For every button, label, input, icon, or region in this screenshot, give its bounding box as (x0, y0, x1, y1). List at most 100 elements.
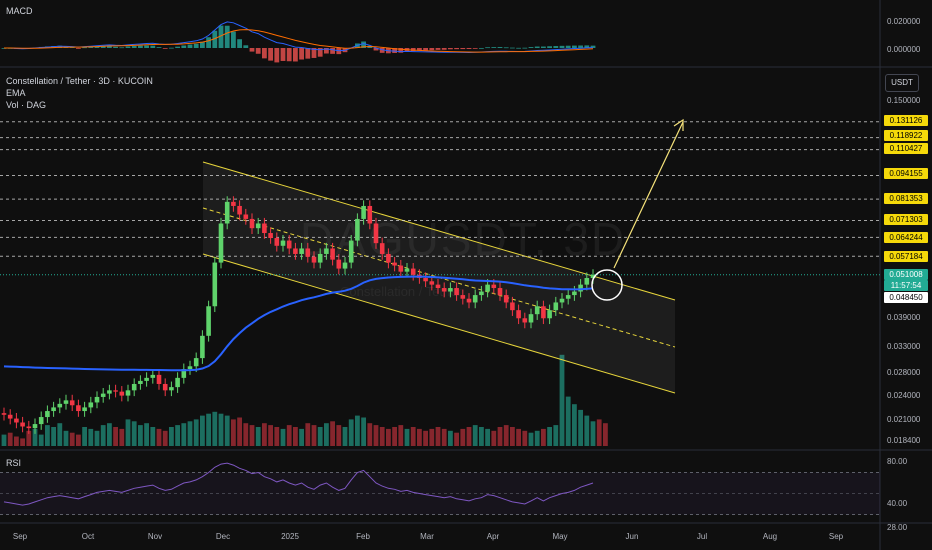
macd-histogram-bar (324, 48, 329, 54)
volume-bar (26, 430, 32, 446)
candle-body (528, 314, 534, 323)
volume-bar (503, 425, 509, 446)
macd-histogram-bar (510, 47, 515, 49)
price-axis-label: 0.028000 (887, 368, 921, 377)
volume-bar (541, 428, 546, 446)
volume-bar (485, 428, 490, 446)
macd-histogram-bar (131, 46, 137, 48)
currency-button[interactable]: USDT (885, 74, 919, 92)
macd-histogram-bar (286, 48, 292, 62)
volume-bar (286, 425, 292, 446)
candle-body (541, 306, 546, 319)
macd-histogram-bar (237, 39, 242, 48)
candle-body (429, 281, 435, 285)
macd-histogram-bar (516, 47, 521, 49)
candle-body (497, 288, 503, 296)
volume-bar (100, 425, 106, 446)
candle-body (386, 253, 391, 263)
volume-bar (280, 428, 286, 446)
ema-value-tag: 0.048450 (884, 292, 928, 303)
channel-upper-line (202, 161, 676, 301)
volume-bar (435, 427, 441, 446)
price-axis-label: 0.150000 (887, 96, 921, 105)
volume-bar (249, 425, 255, 446)
level-tag: 0.081353 (884, 193, 928, 204)
candle-body (373, 223, 379, 244)
volume-bar (193, 419, 199, 446)
candle-body (131, 383, 137, 391)
macd-histogram-bar (88, 46, 94, 48)
volume-bar (212, 411, 218, 446)
macd-histogram-bar (435, 48, 441, 50)
candle-body (299, 248, 304, 254)
x-tick-label: Mar (420, 532, 434, 541)
volume-bar (460, 428, 466, 446)
ema-line (3, 275, 594, 372)
candle-body (32, 424, 38, 429)
candle-body (262, 223, 267, 234)
candle-body (448, 288, 453, 292)
volume-bar (181, 423, 187, 446)
candle-body (26, 426, 32, 429)
candle-body (553, 302, 559, 311)
macd-histogram-bar (255, 48, 261, 54)
volume-bar (206, 413, 211, 446)
macd-histogram-bar (125, 46, 131, 48)
volume-bar (107, 423, 112, 446)
candle-body (125, 390, 131, 396)
candle-body (138, 380, 143, 384)
price-axis-label: 0.033000 (887, 342, 921, 351)
volume-bar (497, 427, 503, 446)
volume-bar (398, 425, 404, 446)
volume-bar (38, 434, 44, 446)
volume-bar (342, 427, 348, 446)
candle-body (69, 400, 75, 406)
volume-bar (479, 427, 484, 446)
volume-bar (119, 428, 125, 446)
candle-body (305, 248, 311, 257)
volume-bar (131, 421, 137, 446)
candle-body (249, 218, 255, 229)
volume-bar (559, 354, 565, 446)
macd-histogram-bar (150, 45, 156, 48)
candle-body (212, 262, 218, 307)
candle-body (51, 407, 56, 412)
macd-histogram-bar (330, 48, 335, 54)
macd-histogram-bar (144, 45, 149, 48)
volume-bar (336, 425, 342, 446)
macd-histogram-bar (138, 45, 143, 48)
macd-histogram-bar (305, 48, 311, 59)
macd-histogram-bar (590, 45, 596, 48)
candle-body (454, 288, 459, 296)
volume-bar (472, 425, 478, 446)
macd-histogram-bar (460, 48, 466, 50)
macd-histogram-bar (578, 45, 583, 48)
macd-histogram-bar (212, 30, 218, 48)
candle-body (472, 295, 478, 303)
level-tag: 0.131126 (884, 115, 928, 126)
volume-bar (578, 409, 583, 446)
volume-bar (584, 415, 590, 446)
candle-body (330, 248, 335, 260)
candle-body (88, 402, 94, 408)
volume-bar (32, 428, 38, 446)
macd-histogram-bar (317, 48, 323, 57)
volume-bar (423, 430, 428, 446)
price-axis-label: 0.018400 (887, 436, 921, 445)
candle-body (441, 288, 447, 292)
macd-histogram-bar (361, 41, 366, 48)
candle-body (7, 414, 13, 419)
candle-body (76, 405, 81, 412)
current-price-tag: 0.051008 (884, 269, 928, 280)
candle-body (100, 393, 106, 397)
macd-histogram-bar (262, 48, 267, 59)
breakout-circle (591, 269, 623, 301)
macd-histogram-bar (441, 48, 447, 50)
candle-body (392, 262, 397, 266)
candle-body (404, 268, 410, 272)
candle-body (20, 422, 25, 427)
volume-bar (14, 436, 19, 446)
macd-histogram-bar (547, 46, 552, 48)
price-axis-label: 0.024000 (887, 391, 921, 400)
